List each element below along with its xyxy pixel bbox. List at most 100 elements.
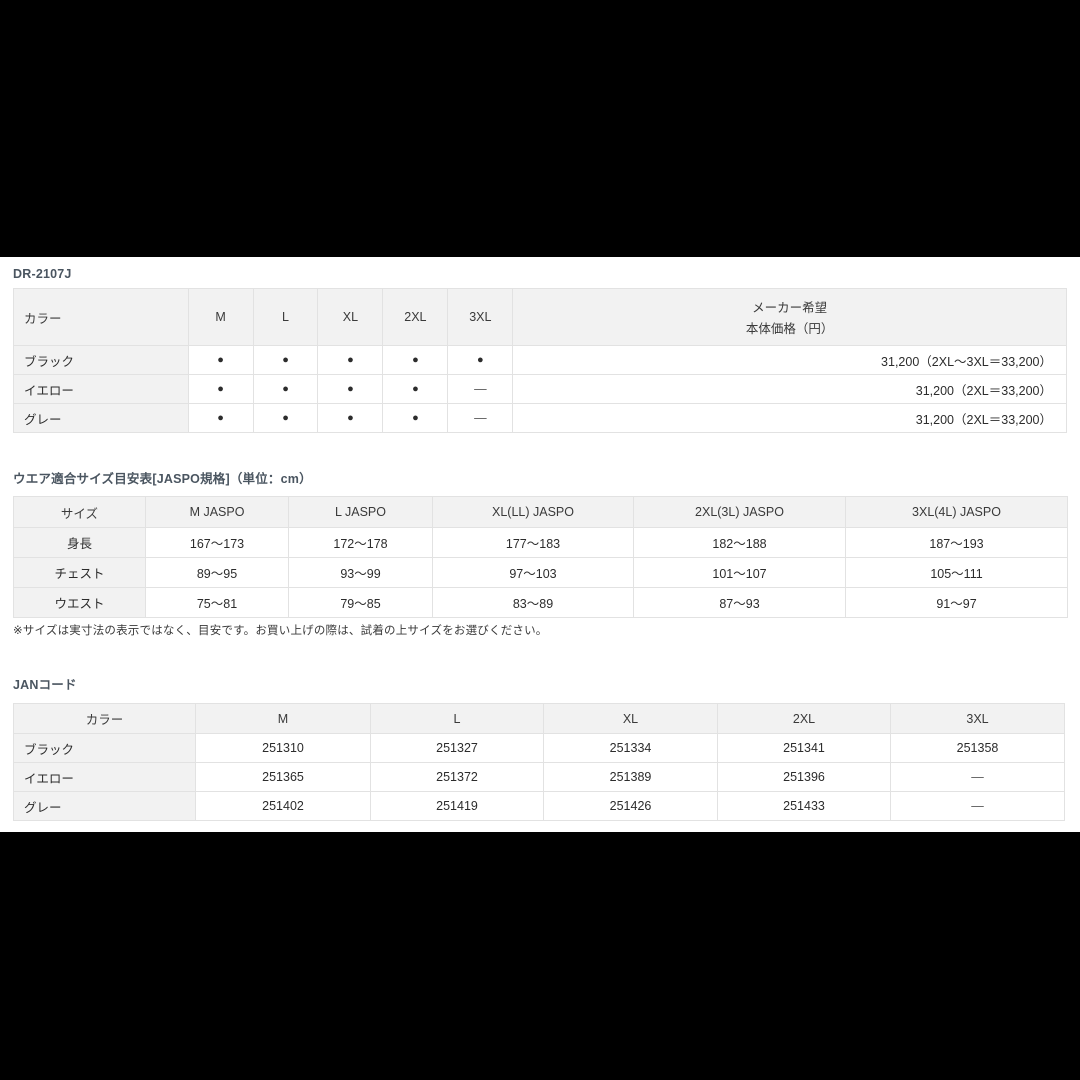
cell-black-price: 31,200（2XL〜3XL＝33,200） — [512, 345, 1067, 375]
cell-jan-black-3xl: 251358 — [890, 733, 1065, 763]
header-size-3xl: 3XL — [447, 288, 514, 346]
header-2xl-jaspo: 2XL(3L) JASPO — [633, 496, 846, 528]
header-jan-xl: XL — [543, 703, 718, 734]
cell-chest-3xl: 105〜111 — [845, 557, 1068, 588]
cell-waist-m: 75〜81 — [145, 587, 289, 618]
table-row: 身長 167〜173 172〜178 177〜183 182〜188 187〜1… — [13, 527, 1068, 558]
availability-table-head: カラー M L XL 2XL 3XL メーカー希望 本体価格（円） — [13, 288, 1067, 346]
table-row: ブラック 251310 251327 251334 251341 251358 — [13, 733, 1065, 763]
cell-gray-2xl: ● — [382, 403, 449, 433]
cell-black-xl: ● — [317, 345, 384, 375]
cell-gray-3xl: — — [447, 403, 514, 433]
cell-waist-xl: 83〜89 — [432, 587, 634, 618]
cell-height-m: 167〜173 — [145, 527, 289, 558]
header-jan-3xl: 3XL — [890, 703, 1065, 734]
cell-black-m: ● — [187, 345, 254, 375]
size-guide-title: ウエア適合サイズ目安表[JASPO規格]（単位：cm） — [13, 472, 312, 486]
cell-jan-yellow-xl: 251389 — [543, 762, 718, 792]
cell-jan-yellow-2xl: 251396 — [717, 762, 891, 792]
availability-table: カラー M L XL 2XL 3XL メーカー希望 本体価格（円） ブラック ●… — [13, 288, 1067, 433]
table-header-row: サイズ M JASPO L JASPO XL(LL) JASPO 2XL(3L)… — [13, 496, 1068, 528]
header-price-line1: メーカー希望 — [752, 301, 828, 315]
row-label-chest: チェスト — [13, 557, 146, 588]
cell-jan-black-m: 251310 — [195, 733, 371, 763]
row-label-gray: グレー — [13, 791, 196, 821]
cell-yellow-xl: ● — [317, 374, 384, 404]
size-guide-footnote: ※サイズは実寸法の表示ではなく、目安です。お買い上げの際は、試着の上サイズをお選… — [13, 625, 548, 637]
header-size-l: L — [252, 288, 319, 346]
cell-jan-black-xl: 251334 — [543, 733, 718, 763]
table-row: グレー 251402 251419 251426 251433 — — [13, 791, 1065, 821]
cell-jan-gray-2xl: 251433 — [717, 791, 891, 821]
size-guide-table: サイズ M JASPO L JASPO XL(LL) JASPO 2XL(3L)… — [13, 496, 1068, 618]
row-label-black: ブラック — [13, 733, 196, 763]
header-price-line2: 本体価格（円） — [745, 321, 834, 336]
header-color: カラー — [13, 288, 189, 346]
cell-chest-2xl: 101〜107 — [633, 557, 846, 588]
table-header-row: カラー M L XL 2XL 3XL — [13, 703, 1065, 734]
cell-chest-m: 89〜95 — [145, 557, 289, 588]
cell-black-2xl: ● — [382, 345, 449, 375]
table-row: ウエスト 75〜81 79〜85 83〜89 87〜93 91〜97 — [13, 587, 1068, 618]
jan-codes-title: JANコード — [13, 678, 77, 692]
cell-yellow-m: ● — [187, 374, 254, 404]
cell-gray-l: ● — [252, 403, 319, 433]
row-label-yellow: イエロー — [13, 762, 196, 792]
header-size-label: サイズ — [13, 496, 146, 528]
header-m-jaspo: M JASPO — [145, 496, 289, 528]
header-jan-l: L — [370, 703, 544, 734]
cell-jan-black-l: 251327 — [370, 733, 544, 763]
cell-jan-gray-xl: 251426 — [543, 791, 718, 821]
row-label-height: 身長 — [13, 527, 146, 558]
header-price: メーカー希望 本体価格（円） — [512, 288, 1067, 346]
cell-black-3xl: ● — [447, 345, 514, 375]
table-row: イエロー ● ● ● ● — 31,200（2XL＝33,200） — [13, 374, 1067, 404]
row-label-gray: グレー — [13, 403, 189, 433]
table-row: グレー ● ● ● ● — 31,200（2XL＝33,200） — [13, 403, 1067, 433]
size-guide-table-head: サイズ M JASPO L JASPO XL(LL) JASPO 2XL(3L)… — [13, 496, 1068, 528]
cell-gray-m: ● — [187, 403, 254, 433]
content-band: DR-2107J カラー M L XL 2XL 3XL メーカー希望 本体価格（… — [0, 257, 1080, 832]
jan-codes-table-head: カラー M L XL 2XL 3XL — [13, 703, 1065, 734]
cell-gray-xl: ● — [317, 403, 384, 433]
jan-codes-table: カラー M L XL 2XL 3XL ブラック 251310 251327 25… — [13, 703, 1065, 821]
cell-jan-gray-l: 251419 — [370, 791, 544, 821]
cell-jan-black-2xl: 251341 — [717, 733, 891, 763]
header-jan-2xl: 2XL — [717, 703, 891, 734]
cell-yellow-price: 31,200（2XL＝33,200） — [512, 374, 1067, 404]
cell-waist-l: 79〜85 — [288, 587, 433, 618]
cell-waist-2xl: 87〜93 — [633, 587, 846, 618]
cell-jan-yellow-3xl: — — [890, 762, 1065, 792]
cell-height-l: 172〜178 — [288, 527, 433, 558]
cell-jan-gray-m: 251402 — [195, 791, 371, 821]
availability-table-body: ブラック ● ● ● ● ● 31,200（2XL〜3XL＝33,200） イエ… — [13, 345, 1067, 433]
table-header-row: カラー M L XL 2XL 3XL メーカー希望 本体価格（円） — [13, 288, 1067, 346]
cell-jan-gray-3xl: — — [890, 791, 1065, 821]
header-3xl-jaspo: 3XL(4L) JASPO — [845, 496, 1068, 528]
cell-chest-l: 93〜99 — [288, 557, 433, 588]
table-row: イエロー 251365 251372 251389 251396 — — [13, 762, 1065, 792]
header-size-m: M — [187, 288, 254, 346]
cell-height-3xl: 187〜193 — [845, 527, 1068, 558]
cell-waist-3xl: 91〜97 — [845, 587, 1068, 618]
header-color: カラー — [13, 703, 196, 734]
header-size-xl: XL — [317, 288, 384, 346]
cell-height-xl: 177〜183 — [432, 527, 634, 558]
row-label-yellow: イエロー — [13, 374, 189, 404]
cell-yellow-2xl: ● — [382, 374, 449, 404]
header-jan-m: M — [195, 703, 371, 734]
table-row: ブラック ● ● ● ● ● 31,200（2XL〜3XL＝33,200） — [13, 345, 1067, 375]
page-title: DR-2107J — [13, 267, 72, 281]
header-l-jaspo: L JASPO — [288, 496, 433, 528]
row-label-black: ブラック — [13, 345, 189, 375]
cell-chest-xl: 97〜103 — [432, 557, 634, 588]
cell-black-l: ● — [252, 345, 319, 375]
cell-height-2xl: 182〜188 — [633, 527, 846, 558]
cell-yellow-3xl: — — [447, 374, 514, 404]
header-size-2xl: 2XL — [382, 288, 449, 346]
cell-gray-price: 31,200（2XL＝33,200） — [512, 403, 1067, 433]
cell-yellow-l: ● — [252, 374, 319, 404]
row-label-waist: ウエスト — [13, 587, 146, 618]
jan-codes-table-body: ブラック 251310 251327 251334 251341 251358 … — [13, 733, 1065, 821]
